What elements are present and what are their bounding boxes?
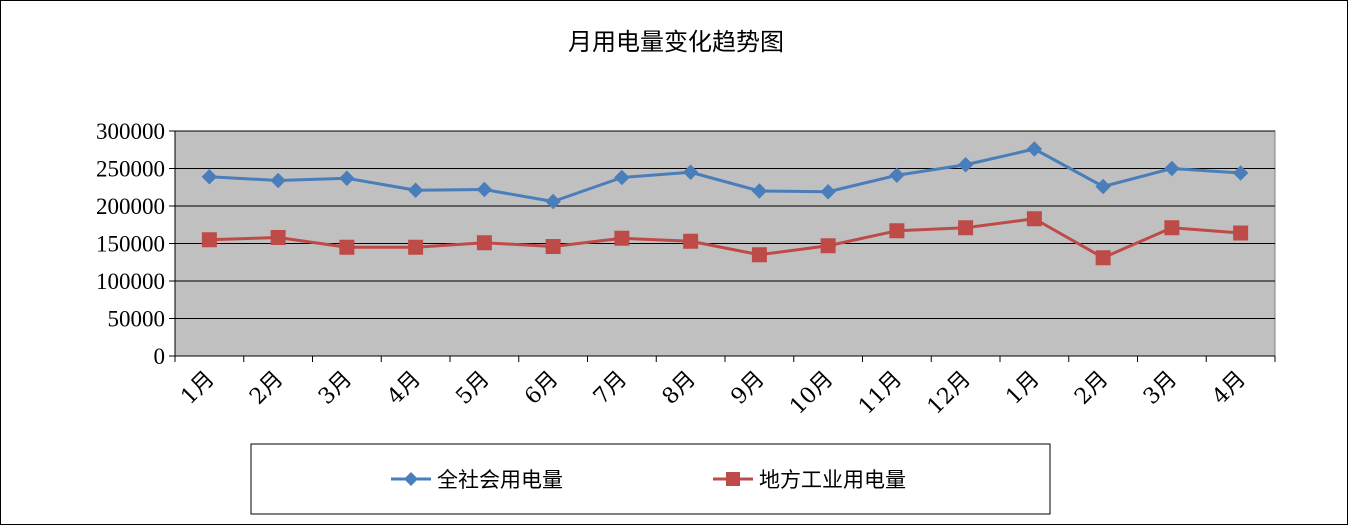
x-tick-label: 10月: [785, 367, 838, 420]
data-point: [614, 169, 630, 186]
data-point: [820, 238, 836, 254]
legend-label: 全社会用电量: [437, 468, 563, 492]
x-tick-label: 3月: [1139, 367, 1182, 410]
legend-label: 地方工业用电量: [759, 468, 906, 492]
y-tick-label: 150000: [96, 232, 165, 257]
data-point: [270, 230, 286, 245]
x-tick-label: 9月: [726, 367, 769, 410]
data-point: [476, 235, 492, 251]
x-tick-label: 2月: [245, 367, 288, 410]
data-point: [1095, 178, 1111, 195]
data-point: [407, 182, 424, 198]
data-point: [751, 183, 768, 199]
data-point: [1026, 141, 1043, 157]
x-axis-ticks: 1月 2月 3月 4月 5月 6月 7月 8月 9月 10月 11月 12月 1月 2月 3月 4月: [174, 356, 1276, 420]
x-tick-label: 4月: [1208, 367, 1251, 410]
legend: 全社会用电量 地方工业用电量: [391, 468, 906, 492]
series-line-1: [209, 217, 1241, 260]
data-point: [476, 181, 493, 198]
x-tick-label: 11月: [854, 367, 907, 420]
series-line-0: [209, 147, 1241, 203]
x-tick-label: 4月: [383, 367, 426, 410]
chart-title: 月用电量变化趋势图: [568, 28, 784, 56]
x-tick-label: 7月: [589, 367, 632, 410]
data-point: [1026, 211, 1042, 227]
data-point: [889, 167, 905, 183]
x-tick-label: 1月: [1001, 367, 1044, 410]
x-tick-label: 5月: [451, 367, 494, 410]
data-point: [1233, 225, 1249, 241]
y-tick-label: 0: [154, 344, 166, 369]
x-tick-label: 6月: [520, 367, 563, 410]
data-point: [751, 247, 767, 263]
data-point: [1232, 165, 1249, 181]
data-point: [201, 232, 217, 248]
data-point: [820, 184, 836, 200]
x-tick-label: 1月: [176, 367, 219, 410]
data-point: [957, 157, 974, 173]
data-point: [270, 172, 286, 189]
series-layer: [201, 141, 1249, 266]
data-point: [889, 223, 905, 239]
x-tick-label: 2月: [1070, 367, 1113, 410]
data-point: [339, 170, 355, 186]
data-point: [339, 239, 355, 255]
data-point: [1095, 250, 1111, 266]
y-tick-label: 50000: [108, 307, 166, 332]
data-point: [408, 239, 424, 255]
y-axis-ticks: 300000 250000 200000 150000 100000 50000 0: [96, 119, 175, 369]
legend-marker: [404, 472, 418, 486]
data-point: [545, 193, 561, 210]
data-point: [958, 220, 974, 236]
data-point: [545, 239, 561, 254]
x-tick-label: 3月: [314, 367, 357, 410]
data-point: [1164, 160, 1180, 177]
y-tick-label: 300000: [96, 119, 165, 144]
legend-box: [250, 443, 1051, 515]
x-tick-label: 8月: [658, 367, 701, 410]
y-tick-label: 250000: [96, 157, 165, 182]
data-point: [682, 164, 699, 180]
y-tick-label: 100000: [96, 269, 165, 294]
data-point: [614, 230, 630, 246]
x-tick-label: 12月: [923, 367, 976, 420]
y-tick-label: 200000: [96, 194, 165, 219]
data-point: [1164, 220, 1180, 236]
legend-marker: [726, 472, 740, 486]
data-point: [201, 169, 218, 185]
data-point: [683, 233, 699, 249]
